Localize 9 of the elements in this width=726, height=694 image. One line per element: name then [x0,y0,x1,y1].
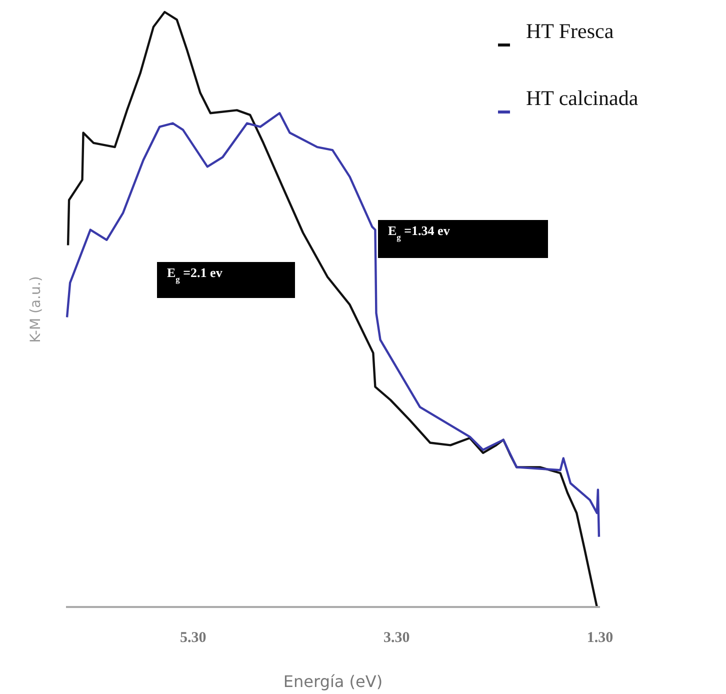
x-tick-label: 3.30 [383,630,410,646]
annotation: E$_{g}$ =1.34 ev [388,223,450,242]
x-axis-title: Energía (eV) [283,672,383,691]
y-axis-title: K-M (a.u.) [28,276,44,343]
x-tick-label: 5.30 [180,630,206,646]
annotation: E$_{g}$ =2.1 ev [167,265,223,284]
legend-label: HT calcinada [526,86,639,110]
legend-label: HT Fresca [526,18,614,43]
x-tick-label: 1.30 [586,630,614,646]
